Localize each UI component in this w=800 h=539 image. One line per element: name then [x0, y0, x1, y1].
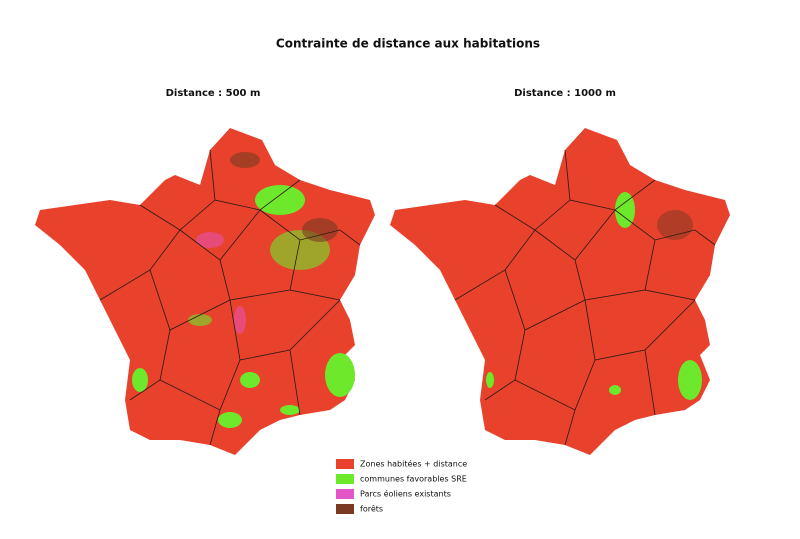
legend-label: communes favorables SRE: [360, 475, 467, 484]
land: [390, 128, 730, 455]
legend-swatch: [336, 459, 354, 469]
forests: [230, 152, 338, 242]
legend-swatch: [336, 504, 354, 514]
forests: [657, 210, 693, 240]
favorable-zones: [486, 192, 702, 400]
legend: Zones habitées + distance communes favora…: [336, 459, 467, 514]
wind-parks: [196, 232, 246, 334]
map-500m: [35, 128, 375, 455]
land: [35, 128, 375, 455]
map-label: Distance : 1000 m: [514, 88, 616, 99]
legend-swatch: [336, 474, 354, 484]
legend-label: forêts: [360, 504, 383, 514]
title: Contrainte de distance aux habitations: [276, 37, 540, 51]
legend-swatch: [336, 489, 354, 499]
map-label: Distance : 500 m: [166, 88, 261, 99]
legend-label: Zones habitées + distance: [360, 459, 467, 469]
map-1000m: [390, 128, 730, 455]
legend-label: Parcs éoliens existants: [360, 489, 451, 499]
